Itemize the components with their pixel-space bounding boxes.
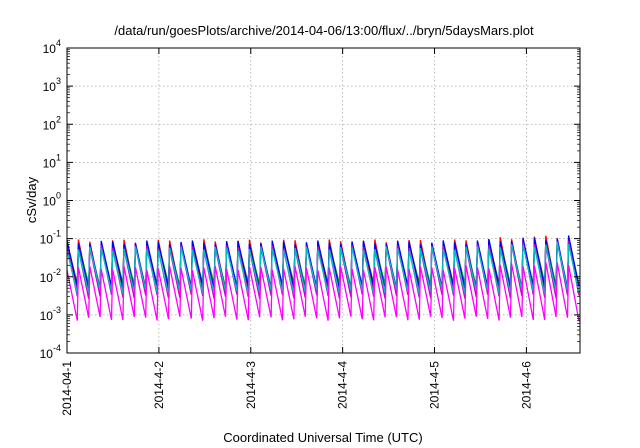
x-tick-label: 2014-4-3 [244,361,258,409]
y-tick-label: 10-1 [40,229,61,247]
y-tick-label: 10-2 [40,267,61,285]
y-tick-label: 100 [43,191,61,209]
x-tick-label: 2014-4-4 [336,361,350,409]
series-line [66,235,580,291]
plot-frame [66,47,581,354]
x-tick-label: 2014-4-2 [152,361,166,409]
x-tick-label: 2014-04-1 [60,361,74,416]
series-group [66,235,580,321]
x-axis-label: Coordinated Universal Time (UTC) [223,430,422,445]
y-tick-label: 10-3 [40,305,61,323]
chart-title: /data/run/goesPlots/archive/2014-04-06/1… [114,23,534,38]
y-tick-label: 102 [43,114,61,132]
y-tick-label: 104 [43,38,61,56]
x-tick-label: 2014-4-5 [428,361,442,409]
y-axis-label: cSv/day [24,176,39,223]
x-tick-label: 2014-4-6 [519,361,533,409]
series-line [66,262,580,321]
y-tick-label: 103 [43,76,61,94]
y-tick-label: 10-4 [40,343,61,361]
series-line [66,241,580,295]
y-tick-label: 101 [43,152,61,170]
x-axis-ticks: 2014-04-1 2014-4-2 2014-4-3 2014-4-4 2014-4-… [60,48,533,416]
